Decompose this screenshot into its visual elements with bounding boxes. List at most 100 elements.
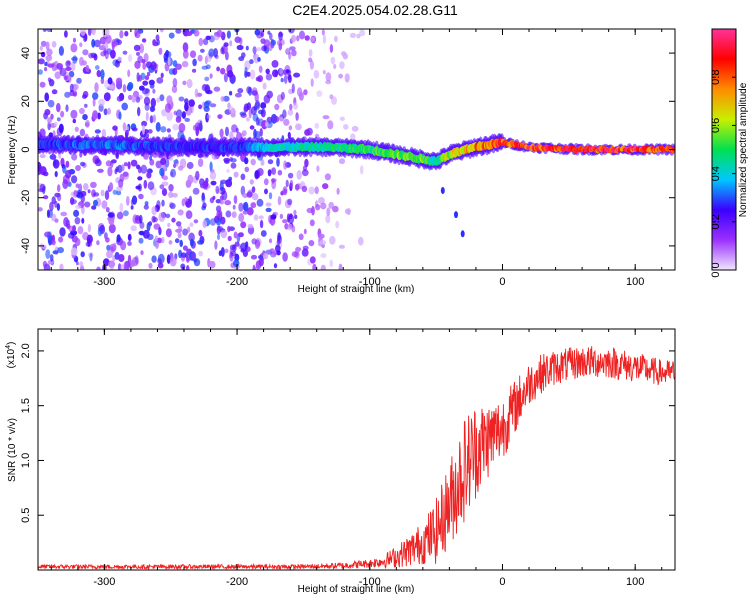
noise-speckle bbox=[271, 167, 277, 176]
noise-speckle bbox=[230, 162, 237, 169]
noise-speckle bbox=[44, 231, 51, 238]
noise-speckle bbox=[119, 202, 124, 213]
noise-speckle bbox=[301, 169, 309, 177]
noise-speckle bbox=[65, 60, 71, 68]
noise-speckle bbox=[317, 233, 325, 239]
noise-speckle bbox=[175, 116, 182, 123]
noise-speckle bbox=[269, 32, 273, 41]
noise-speckle bbox=[325, 72, 332, 82]
noise-speckle bbox=[308, 186, 315, 195]
noise-speckle bbox=[38, 69, 43, 75]
spectrogram-x-tick-label: -300 bbox=[93, 276, 115, 288]
noise-speckle bbox=[249, 125, 255, 130]
noise-speckle bbox=[131, 195, 138, 205]
noise-speckle bbox=[309, 219, 315, 227]
noise-speckle bbox=[209, 161, 213, 172]
noise-speckle bbox=[51, 153, 56, 160]
noise-speckle bbox=[111, 39, 117, 48]
noise-speckle bbox=[288, 29, 295, 34]
noise-speckle bbox=[219, 181, 224, 192]
noise-speckle bbox=[191, 252, 197, 261]
noise-speckle bbox=[161, 109, 167, 117]
noise-speckle bbox=[291, 251, 299, 258]
noise-speckle bbox=[195, 126, 199, 137]
noise-speckle bbox=[189, 50, 197, 58]
noise-speckle bbox=[77, 226, 84, 235]
noise-speckle bbox=[198, 104, 203, 110]
noise-speckle bbox=[170, 168, 177, 178]
noise-speckle bbox=[46, 209, 50, 218]
snr-x-tick-label: -100 bbox=[359, 576, 381, 588]
noise-speckle bbox=[91, 205, 97, 210]
noise-speckle bbox=[241, 130, 247, 137]
noise-speckle bbox=[73, 84, 77, 93]
noise-speckle bbox=[212, 195, 216, 200]
noise-speckle bbox=[136, 72, 140, 82]
noise-speckle bbox=[105, 237, 110, 243]
noise-speckle bbox=[276, 157, 280, 167]
spectrogram-x-tick-label: 100 bbox=[626, 276, 644, 288]
noise-speckle bbox=[94, 159, 102, 167]
noise-speckle bbox=[169, 202, 176, 210]
noise-speckle bbox=[341, 51, 347, 57]
noise-speckle bbox=[185, 31, 193, 36]
noise-speckle bbox=[287, 172, 294, 179]
noise-speckle bbox=[255, 76, 261, 82]
noise-speckle bbox=[70, 109, 78, 119]
noise-speckle bbox=[241, 52, 246, 58]
noise-speckle bbox=[227, 70, 234, 78]
noise-speckle bbox=[263, 178, 269, 186]
noise-speckle bbox=[260, 159, 265, 166]
noise-speckle bbox=[321, 29, 325, 36]
spectrogram-y-ticks: -40 -20 0 20 40 bbox=[20, 47, 675, 254]
noise-speckle bbox=[54, 71, 61, 80]
noise-speckle bbox=[250, 158, 256, 166]
noise-speckle bbox=[75, 238, 81, 247]
noise-speckle bbox=[229, 90, 233, 96]
noise-speckle bbox=[137, 55, 143, 64]
noise-speckle bbox=[288, 214, 295, 224]
noise-speckle bbox=[73, 209, 80, 217]
noise-speckle bbox=[105, 207, 110, 213]
noise-speckle bbox=[247, 223, 254, 229]
noise-speckle bbox=[288, 125, 293, 131]
noise-speckle bbox=[118, 254, 125, 262]
noise-speckle bbox=[185, 210, 193, 220]
noise-speckle bbox=[151, 215, 156, 223]
noise-speckle bbox=[110, 160, 114, 168]
noise-speckle bbox=[79, 128, 86, 137]
noise-speckle bbox=[84, 201, 91, 208]
noise-speckle bbox=[260, 108, 266, 118]
noise-speckle bbox=[322, 70, 326, 75]
noise-speckle bbox=[338, 263, 343, 270]
noise-speckle bbox=[178, 122, 186, 133]
noise-speckle bbox=[117, 56, 122, 62]
noise-speckle bbox=[94, 39, 101, 48]
noise-speckle bbox=[295, 123, 302, 131]
noise-speckle bbox=[229, 131, 234, 141]
noise-speckle bbox=[127, 241, 132, 246]
noise-speckle bbox=[246, 86, 252, 94]
noise-speckle bbox=[106, 244, 111, 251]
noise-speckle bbox=[220, 229, 228, 239]
noise-speckle bbox=[293, 72, 301, 78]
noise-speckle bbox=[51, 196, 56, 205]
noise-speckle bbox=[116, 234, 121, 243]
noise-speckle bbox=[277, 196, 282, 206]
snr-x-tick-label: -300 bbox=[93, 576, 115, 588]
noise-speckle bbox=[73, 190, 78, 196]
noise-speckle bbox=[223, 42, 229, 47]
noise-speckle bbox=[182, 245, 188, 251]
noise-speckle bbox=[172, 77, 178, 88]
noise-speckle bbox=[80, 251, 85, 258]
spectrogram-x-axis-label: Height of straight line (km) bbox=[298, 284, 415, 295]
noise-speckle bbox=[272, 115, 280, 123]
noise-speckle bbox=[171, 85, 178, 93]
noise-speckle bbox=[282, 219, 288, 224]
noise-speckle bbox=[287, 73, 292, 81]
noise-speckle bbox=[194, 88, 199, 98]
noise-speckle bbox=[350, 133, 356, 140]
noise-speckle bbox=[169, 256, 177, 267]
noise-speckle bbox=[52, 159, 60, 169]
noise-speckle bbox=[317, 197, 325, 204]
